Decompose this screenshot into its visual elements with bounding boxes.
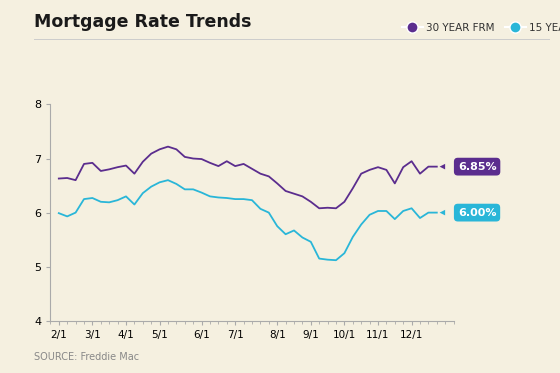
Text: 6.00%: 6.00% (440, 208, 496, 217)
Text: SOURCE: Freddie Mac: SOURCE: Freddie Mac (34, 352, 139, 362)
Text: 6.85%: 6.85% (440, 162, 496, 172)
Legend: 30 YEAR FRM, 15 YEAR FRM: 30 YEAR FRM, 15 YEAR FRM (398, 19, 560, 37)
Text: Mortgage Rate Trends: Mortgage Rate Trends (34, 13, 251, 31)
